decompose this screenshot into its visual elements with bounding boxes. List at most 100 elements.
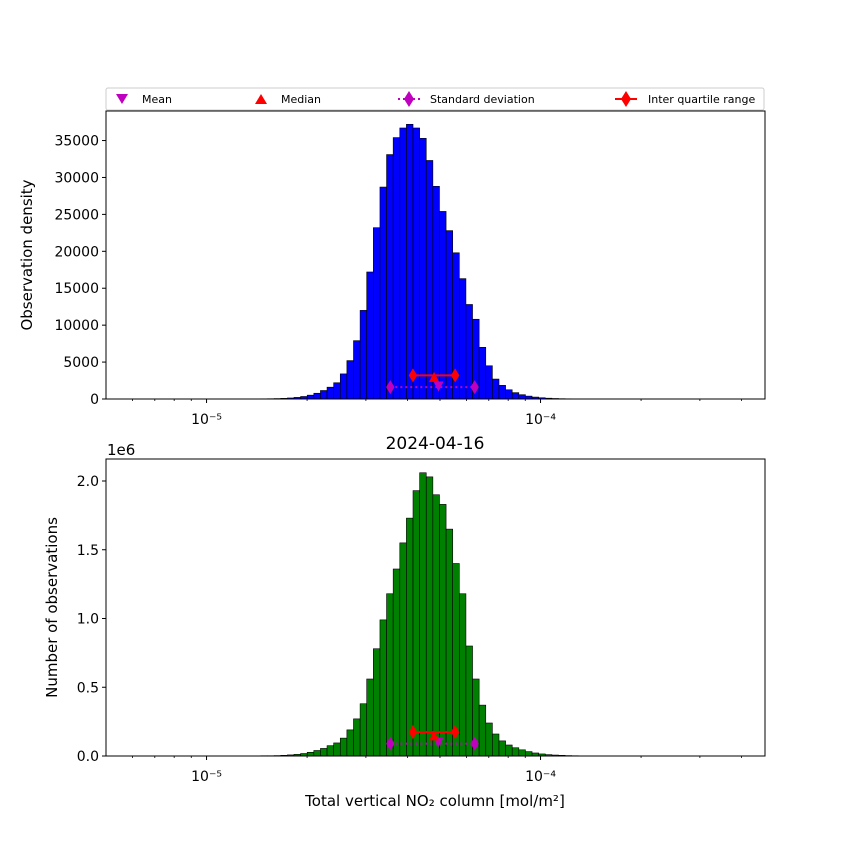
count-bar [518, 749, 526, 757]
density-bar [492, 378, 500, 400]
density-y-tick-label: 35000 [54, 134, 99, 150]
density-iqr-marker [450, 368, 460, 383]
density-bar [425, 160, 434, 400]
count-axes-frame [105, 458, 766, 757]
density-bar [386, 154, 394, 400]
legend-label-std: Standard deviation [430, 93, 535, 106]
density-bar [432, 186, 440, 400]
count-y-ticks: 0.0 0.5 1.0 1.5 2.0 [77, 474, 106, 765]
density-bar [366, 271, 374, 400]
density-y-tick-label: 5000 [63, 355, 99, 371]
count-bar [406, 517, 414, 757]
count-x-ticks: 10⁻⁵ 10⁻⁴ [132, 756, 743, 785]
count-bar [399, 542, 407, 757]
density-stats-markers [386, 368, 479, 395]
std-diamond-icon [404, 91, 414, 107]
count-bar [432, 494, 440, 757]
count-std-marker [470, 736, 479, 751]
legend-item-median: Median [255, 93, 321, 106]
density-bar [505, 389, 513, 400]
density-bar [392, 137, 401, 400]
legend-label-median: Median [281, 93, 321, 106]
density-mean-marker [433, 381, 444, 392]
count-y-tick-label: 0.5 [77, 680, 99, 696]
count-bar [445, 528, 453, 757]
count-offset-text: 1e6 [107, 441, 135, 459]
count-bar [459, 593, 467, 757]
density-median-marker [429, 371, 440, 382]
density-bar [439, 211, 447, 400]
count-bar [492, 733, 500, 757]
density-bar [511, 392, 520, 400]
density-y-tick-label: 20000 [54, 244, 99, 260]
density-bar [406, 123, 414, 400]
density-y-tick-label: 30000 [54, 170, 99, 186]
density-bar [320, 390, 328, 400]
count-bar [373, 648, 381, 757]
count-iqr-marker [408, 724, 418, 739]
density-y-tick-label: 15000 [54, 281, 99, 297]
density-axes-frame [105, 110, 766, 400]
count-bar [465, 645, 473, 757]
count-bar [525, 751, 533, 757]
density-std-marker [470, 380, 479, 395]
legend-label-mean: Mean [142, 93, 172, 106]
count-y-tick-label: 1.0 [77, 612, 99, 628]
count-bar [478, 704, 487, 757]
legend-item-iqr: Inter quartile range [615, 91, 755, 107]
mean-marker-icon [116, 94, 128, 104]
density-std-marker [386, 380, 395, 395]
count-stats-markers [386, 724, 479, 751]
density-histogram-panel: 0 5000 10000 15000 20000 25000 30000 35000 10⁻⁵… [18, 110, 766, 428]
density-bar [353, 340, 361, 400]
count-y-axis-label: Number of observations [43, 517, 61, 698]
count-y-tick-label: 2.0 [77, 474, 99, 490]
density-iqr-marker [408, 368, 418, 383]
count-bar [505, 744, 513, 757]
median-marker-icon [255, 94, 267, 104]
density-y-tick-label: 25000 [54, 207, 99, 223]
count-bar [386, 593, 394, 757]
count-bar [439, 504, 447, 757]
density-bar [373, 227, 381, 400]
density-bar [313, 392, 321, 400]
count-bar [353, 718, 361, 757]
count-y-tick-label: 1.5 [77, 543, 99, 559]
count-bar [511, 747, 520, 757]
count-bar [333, 742, 341, 757]
density-x-tick-label: 10⁻⁵ [191, 412, 222, 428]
count-bars [254, 472, 599, 757]
count-bar [419, 472, 427, 757]
count-bar [425, 476, 434, 757]
count-bar [498, 740, 506, 757]
density-bar [399, 127, 407, 400]
density-bars [254, 123, 619, 400]
density-bar [518, 394, 526, 400]
density-bar [326, 386, 334, 400]
density-bar [485, 365, 493, 400]
density-bar [359, 310, 368, 400]
count-median-marker [429, 730, 440, 741]
density-bar [445, 230, 453, 400]
density-y-ticks: 0 5000 10000 15000 20000 25000 30000 35000 [54, 134, 106, 408]
density-bar [419, 138, 427, 400]
legend-label-iqr: Inter quartile range [648, 93, 755, 106]
count-bar [485, 722, 493, 757]
count-iqr-marker [450, 724, 460, 739]
density-x-tick-label: 10⁻⁴ [525, 412, 556, 428]
density-x-ticks: 10⁻⁵ 10⁻⁴ [132, 399, 743, 428]
count-bar [366, 678, 374, 757]
count-chart-title: 2024-04-16 [386, 434, 485, 454]
density-y-tick-label: 0 [90, 392, 99, 408]
density-bar [498, 385, 506, 400]
count-bar [320, 748, 328, 757]
count-x-tick-label: 10⁻⁵ [191, 769, 222, 785]
density-y-tick-label: 10000 [54, 318, 99, 334]
density-bar [346, 360, 354, 400]
density-bar [339, 373, 348, 400]
count-bar [359, 703, 368, 757]
count-std-marker [386, 736, 395, 751]
count-bar [306, 751, 315, 757]
legend-item-std: Standard deviation [398, 91, 535, 107]
